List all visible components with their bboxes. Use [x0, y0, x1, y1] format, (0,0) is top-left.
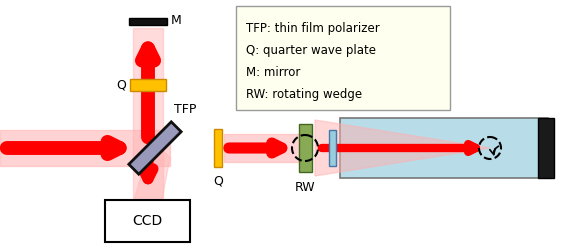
- Text: TFP: TFP: [174, 103, 196, 116]
- Bar: [299, 124, 312, 172]
- Bar: [340, 118, 548, 178]
- Bar: [105, 200, 190, 242]
- Text: RW: RW: [294, 181, 315, 194]
- Polygon shape: [133, 125, 178, 171]
- Polygon shape: [129, 122, 181, 174]
- Bar: [130, 79, 166, 91]
- Bar: [329, 130, 336, 166]
- Polygon shape: [134, 138, 170, 200]
- Text: M: M: [171, 15, 182, 27]
- Bar: [214, 129, 222, 167]
- Text: CCD: CCD: [133, 214, 162, 228]
- Polygon shape: [315, 120, 490, 176]
- Text: Q: quarter wave plate: Q: quarter wave plate: [246, 44, 376, 57]
- Text: Q: Q: [213, 175, 223, 188]
- Text: TFP: thin film polarizer: TFP: thin film polarizer: [246, 22, 380, 35]
- Text: Q: Q: [116, 79, 126, 91]
- Bar: [129, 18, 167, 25]
- Text: RW: rotating wedge: RW: rotating wedge: [246, 88, 362, 101]
- FancyBboxPatch shape: [236, 6, 450, 110]
- Bar: [538, 118, 554, 178]
- Text: M: mirror: M: mirror: [246, 66, 300, 79]
